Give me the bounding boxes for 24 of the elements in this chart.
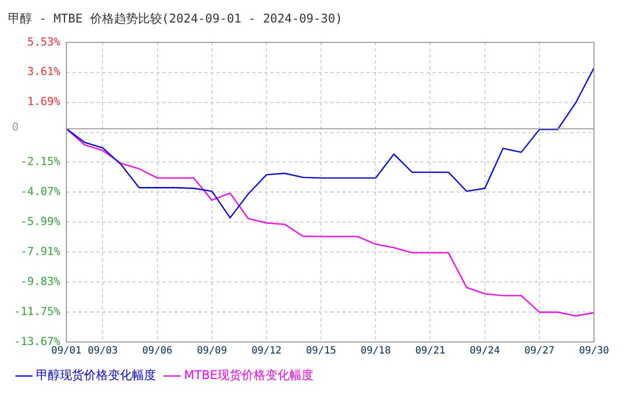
x-tick-label: 09/06 xyxy=(142,346,172,357)
x-tick-label: 09/18 xyxy=(360,346,391,357)
legend-label: 甲醇现货价格变化幅度 xyxy=(36,368,156,382)
y-tick-label: 3.61% xyxy=(27,65,61,78)
y-tick-label: 1.69% xyxy=(27,95,61,108)
x-tick-label: 09/30 xyxy=(578,346,610,357)
x-tick-label: 09/15 xyxy=(306,346,336,357)
y-tick-label: -7.91% xyxy=(20,244,61,258)
x-tick-label: 09/27 xyxy=(524,346,554,357)
x-tick-label: 09/01 xyxy=(51,346,82,357)
x-tick-label: 09/12 xyxy=(251,346,282,357)
x-tick-label: 09/03 xyxy=(88,346,118,357)
y-tick-label: -9.83% xyxy=(20,274,61,288)
y-tick-label: -2.15% xyxy=(20,155,61,168)
y-tick-label: -5.99% xyxy=(20,215,61,228)
ref-line-label: 0 xyxy=(12,120,19,134)
x-tick-label: 09/24 xyxy=(470,346,500,357)
y-tick-label: -11.75% xyxy=(14,304,61,318)
x-tick-label: 09/09 xyxy=(196,346,227,357)
y-tick-label: 5.53% xyxy=(27,35,61,48)
x-tick-label: 09/21 xyxy=(415,346,446,357)
chart-title: 甲醇 - MTBE 价格趋势比较(2024-09-01 - 2024-09-30) xyxy=(8,11,342,26)
legend-label: MTBE现货价格变化幅度 xyxy=(184,368,314,382)
y-tick-label: -4.07% xyxy=(20,185,61,198)
